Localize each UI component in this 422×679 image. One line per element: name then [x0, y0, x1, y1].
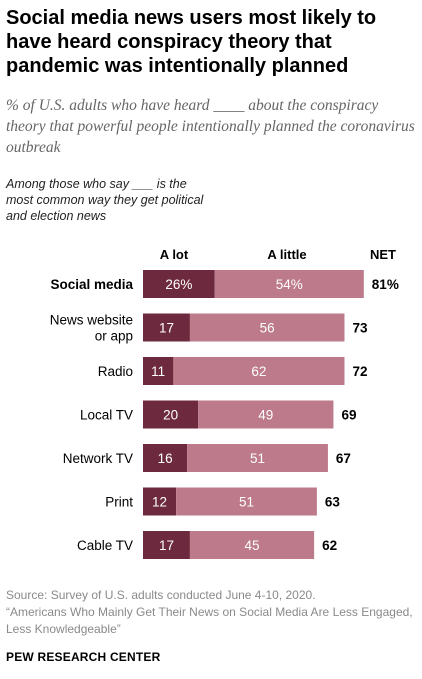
data-label-a-lot: 12: [152, 495, 167, 510]
category-label: Radio: [98, 364, 133, 379]
data-label-net: 67: [336, 451, 351, 466]
footer: Source: Survey of U.S. adults conducted …: [6, 587, 418, 638]
data-label-a-little: 51: [250, 451, 265, 466]
category-label: Print: [105, 495, 133, 510]
bar-a-lot: [143, 357, 174, 385]
bar-a-little: [176, 487, 317, 516]
data-label-net: 62: [322, 538, 337, 553]
data-label-net: 72: [352, 364, 367, 379]
data-label-a-lot: 17: [159, 321, 174, 336]
data-label-net: 81%: [372, 277, 399, 292]
bar-a-lot: [143, 313, 190, 342]
category-label: News website: [50, 313, 133, 328]
pew-logo: PEW RESEARCH CENTER: [6, 650, 161, 664]
bar-a-little: [187, 444, 328, 472]
bar-a-lot: [143, 487, 177, 516]
bar-a-lot: [143, 531, 190, 559]
header-a-little: A little: [267, 247, 306, 262]
bar-a-little: [189, 313, 345, 342]
category-label: Network TV: [63, 451, 133, 466]
data-label-a-little: 56: [260, 321, 275, 336]
data-label-a-little: 51: [239, 495, 254, 510]
bar-a-lot: [143, 270, 215, 298]
stacked-bar-chart: A lot A little NET Social media 26% 54% 81%…: [50, 247, 399, 559]
data-label-a-little: 62: [251, 364, 266, 379]
header-net: NET: [370, 247, 396, 262]
data-label-a-little: 49: [258, 408, 273, 423]
chart-title: Social media news users most likely to h…: [6, 7, 377, 77]
data-label-net: 69: [341, 408, 356, 423]
data-label-a-little: 54%: [276, 277, 303, 292]
category-label: Cable TV: [77, 538, 133, 553]
chart-note: Among those who say ___ is the most comm…: [6, 177, 204, 223]
data-label-a-lot: 11: [151, 364, 165, 379]
bar-a-little: [189, 531, 315, 559]
bar-a-little: [214, 270, 364, 298]
data-label-a-little: 45: [245, 538, 260, 553]
data-label-net: 73: [352, 321, 368, 336]
data-label-a-lot: 26%: [165, 277, 192, 292]
bar-a-lot: [143, 444, 188, 472]
bar-a-little: [173, 357, 345, 385]
bar-a-lot: [143, 400, 199, 429]
data-label-a-lot: 20: [163, 408, 178, 423]
bar-a-little: [198, 400, 334, 429]
data-label-a-lot: 16: [158, 451, 173, 466]
chart-subtitle: % of U.S. adults who have heard ____ abo…: [6, 97, 415, 156]
category-label: or app: [95, 329, 133, 344]
source-note: Source: Survey of U.S. adults conducted …: [6, 588, 316, 602]
data-label-net: 63: [325, 495, 341, 510]
category-label: Local TV: [80, 408, 133, 423]
header-a-lot: A lot: [160, 247, 189, 262]
report-title: “Americans Who Mainly Get Their News on …: [6, 605, 413, 636]
data-label-a-lot: 17: [159, 538, 174, 553]
category-label: Social media: [50, 277, 133, 292]
